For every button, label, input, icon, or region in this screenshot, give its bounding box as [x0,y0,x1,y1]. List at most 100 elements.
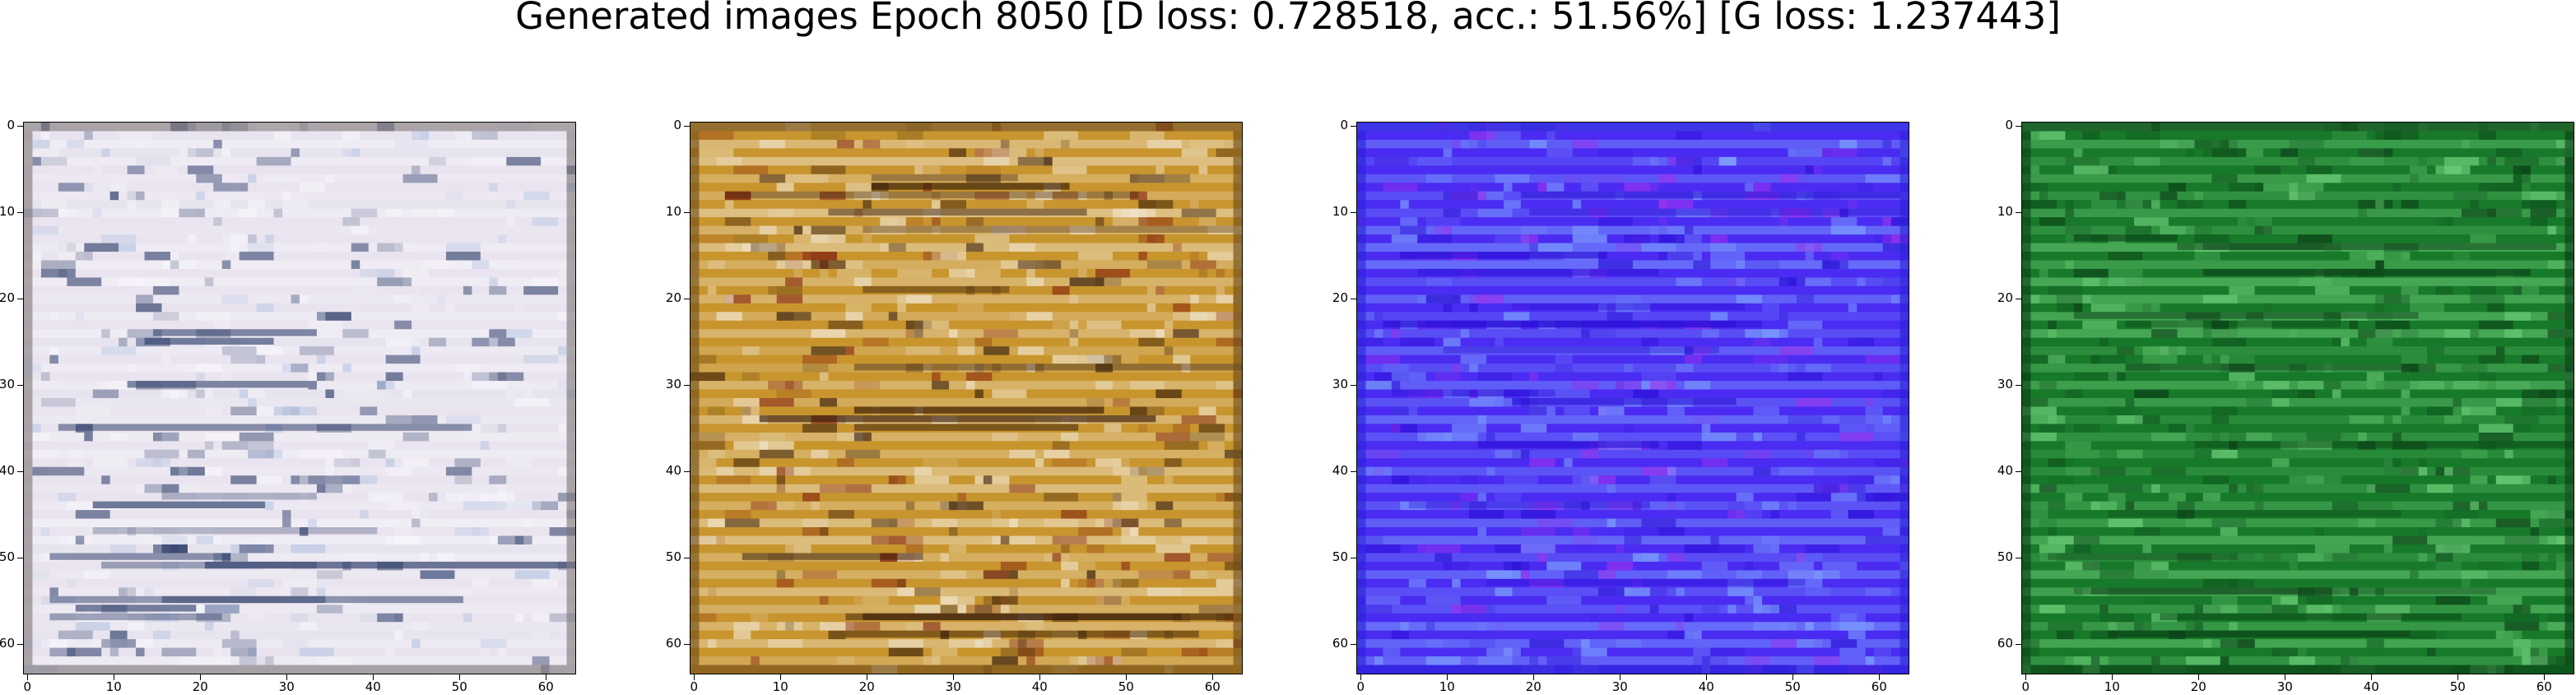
x-tick-label: 30 [278,679,295,694]
y-tick-label: 50 [0,549,15,565]
x-tick-label: 60 [1871,679,1887,694]
x-tick-label: 50 [451,679,467,694]
y-tick-label: 20 [0,290,15,306]
x-tick-label: 30 [945,679,961,694]
x-tick-label: 20 [192,679,208,694]
x-tick-mark [1039,674,1040,680]
x-tick-mark [458,674,460,680]
x-tick-mark [2111,674,2113,680]
x-tick-mark [2457,674,2458,680]
y-tick-label: 50 [1332,549,1348,565]
y-tick-label: 60 [1332,636,1348,651]
x-tick-mark [1125,674,1127,680]
x-tick-mark [1211,674,1213,680]
y-tick-label: 40 [0,463,15,479]
x-tick-label: 40 [1698,679,1714,694]
x-tick-mark [1705,674,1707,680]
x-tick-label: 20 [858,679,875,694]
x-tick-label: 50 [1784,679,1801,694]
x-tick-mark [1878,674,1880,680]
y-tick-mark [17,470,23,472]
y-tick-mark [2016,384,2021,386]
y-tick-label: 60 [1997,636,2013,651]
x-tick-mark [26,674,28,680]
y-tick-mark [1351,470,1356,472]
x-tick-label: 40 [2363,679,2379,694]
x-tick-label: 40 [365,679,381,694]
y-tick-mark [17,125,23,127]
y-tick-mark [2016,125,2021,127]
y-tick-mark [684,211,690,213]
y-tick-label: 20 [665,290,681,306]
y-tick-label: 50 [665,549,681,565]
x-tick-mark [1446,674,1448,680]
figure-title: Generated images Epoch 8050 [D loss: 0.7… [515,0,2061,38]
generated-image [690,122,1243,674]
x-tick-label: 60 [1204,679,1221,694]
x-tick-label: 0 [690,679,699,694]
y-tick-label: 30 [1332,377,1348,392]
x-tick-label: 10 [105,679,122,694]
x-tick-label: 10 [772,679,788,694]
y-tick-mark [684,470,690,472]
y-tick-label: 0 [673,118,681,133]
x-tick-label: 0 [2021,679,2030,694]
y-tick-mark [2016,211,2021,213]
y-tick-label: 10 [1997,204,2013,220]
generated-image [1356,122,1909,674]
y-tick-label: 10 [665,204,681,220]
y-tick-mark [1351,211,1356,213]
subplot-panel-2: 0 0 10 10 20 20 30 30 40 40 50 50 60 60 [666,119,1243,693]
x-tick-mark [2025,674,2026,680]
y-tick-label: 40 [665,463,681,479]
y-tick-label: 20 [1997,290,2013,306]
y-tick-label: 0 [1340,118,1348,133]
y-tick-mark [684,125,690,127]
x-tick-label: 20 [1525,679,1541,694]
y-tick-mark [17,211,23,213]
y-tick-label: 40 [1332,463,1348,479]
y-tick-label: 60 [0,636,15,651]
x-tick-mark [779,674,781,680]
y-tick-label: 60 [665,636,681,651]
x-tick-label: 40 [1031,679,1048,694]
y-tick-label: 30 [665,377,681,392]
y-tick-mark [17,384,23,386]
y-tick-label: 20 [1332,290,1348,306]
x-tick-label: 10 [2104,679,2120,694]
y-tick-label: 0 [7,118,15,133]
x-tick-label: 50 [2449,679,2466,694]
y-tick-mark [2016,470,2021,472]
subplot-panel-4: 0 0 10 10 20 20 30 30 40 40 50 50 60 60 [1997,119,2574,693]
generated-image [23,122,576,674]
x-tick-mark [693,674,695,680]
x-tick-mark [1532,674,1534,680]
generated-image [2021,122,2574,674]
y-tick-label: 30 [1997,377,2013,392]
y-tick-label: 30 [0,377,15,392]
y-tick-mark [684,643,690,645]
y-tick-label: 50 [1997,549,2013,565]
y-tick-label: 40 [1997,463,2013,479]
subplot-panel-1: 0 0 10 10 20 20 30 30 40 40 50 50 60 60 [0,119,576,693]
x-tick-mark [2543,674,2545,680]
x-tick-label: 0 [23,679,32,694]
y-tick-label: 10 [0,204,15,220]
x-tick-mark [1360,674,1361,680]
x-tick-label: 30 [2276,679,2293,694]
x-tick-label: 20 [2190,679,2206,694]
x-tick-mark [2197,674,2199,680]
x-tick-mark [372,674,374,680]
x-tick-label: 60 [2536,679,2552,694]
x-tick-label: 50 [1118,679,1134,694]
x-tick-mark [286,674,287,680]
x-tick-label: 10 [1439,679,1455,694]
y-tick-label: 10 [1332,204,1348,220]
y-tick-label: 0 [2005,118,2013,133]
y-tick-mark [684,384,690,386]
subplot-panel-3: 0 0 10 10 20 20 30 30 40 40 50 50 60 60 [1332,119,1909,693]
y-tick-mark [17,643,23,645]
x-tick-mark [2370,674,2372,680]
x-tick-label: 60 [537,679,554,694]
y-tick-mark [1351,643,1356,645]
